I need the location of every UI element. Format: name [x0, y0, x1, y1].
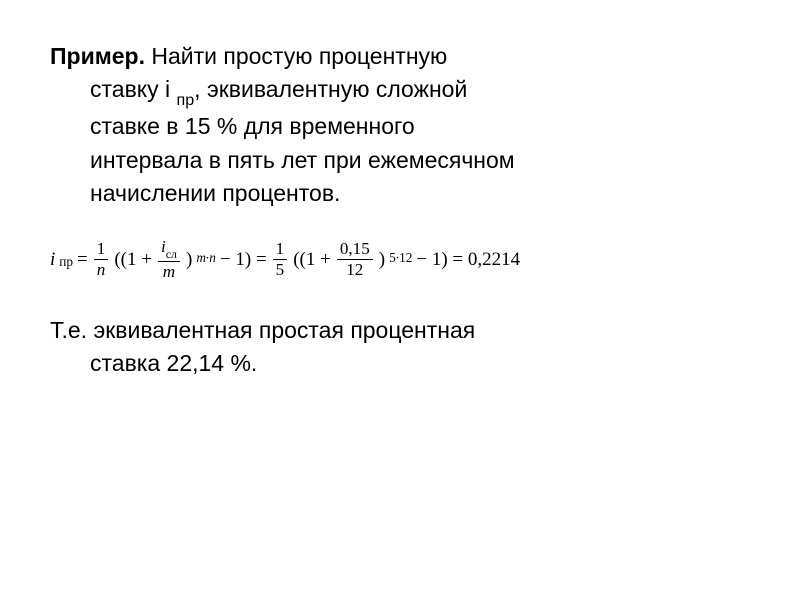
problem-text-3: ставке в 15 % для временного: [90, 113, 415, 139]
open-2: ((1 +: [293, 246, 331, 274]
minus-2: − 1) = 0,2214: [416, 246, 520, 274]
problem-text-5: начислении процентов.: [90, 180, 340, 206]
frac4-den: 12: [343, 260, 366, 280]
exp-2: 5∙12: [389, 248, 412, 267]
minus-1: − 1) =: [220, 246, 267, 274]
lhs-sub: пр: [59, 252, 73, 271]
problem-text-2a: ставку i: [90, 76, 177, 102]
frac-3: 1 5: [273, 240, 288, 281]
frac-2: iсл m: [158, 238, 180, 281]
lhs-var: i: [50, 246, 55, 274]
frac2-num: iсл: [158, 238, 180, 262]
close-2: ): [379, 246, 385, 274]
frac2-den: m: [160, 262, 178, 282]
open-1: ((1 +: [114, 246, 152, 274]
exp-1: m∙n: [196, 248, 216, 267]
frac4-num: 0,15: [337, 240, 373, 261]
frac1-den: n: [94, 260, 109, 280]
conclusion-1: Т.е. эквивалентная простая процентная: [50, 317, 475, 343]
formula: iпр = 1 n ((1 + iсл m )m∙n − 1) = 1 5 ((…: [50, 238, 750, 281]
frac1-num: 1: [94, 240, 109, 261]
conclusion: Т.е. эквивалентная простая процентная ст…: [50, 314, 750, 381]
frac-1: 1 n: [94, 240, 109, 281]
eq-1: =: [77, 246, 88, 274]
problem-sub: пр: [177, 91, 195, 109]
close-1: ): [186, 246, 192, 274]
problem-text-1: Найти простую процентную: [145, 43, 447, 69]
problem-text-2b: , эквивалентную сложной: [194, 76, 467, 102]
example-label: Пример.: [50, 43, 145, 69]
frac3-num: 1: [273, 240, 288, 261]
problem-text-4: интервала в пять лет при ежемесячном: [90, 147, 515, 173]
frac-4: 0,15 12: [337, 240, 373, 281]
conclusion-2: ставка 22,14 %.: [90, 350, 257, 376]
frac3-den: 5: [273, 260, 288, 280]
problem-statement: Пример. Найти простую процентную ставку …: [50, 40, 750, 210]
